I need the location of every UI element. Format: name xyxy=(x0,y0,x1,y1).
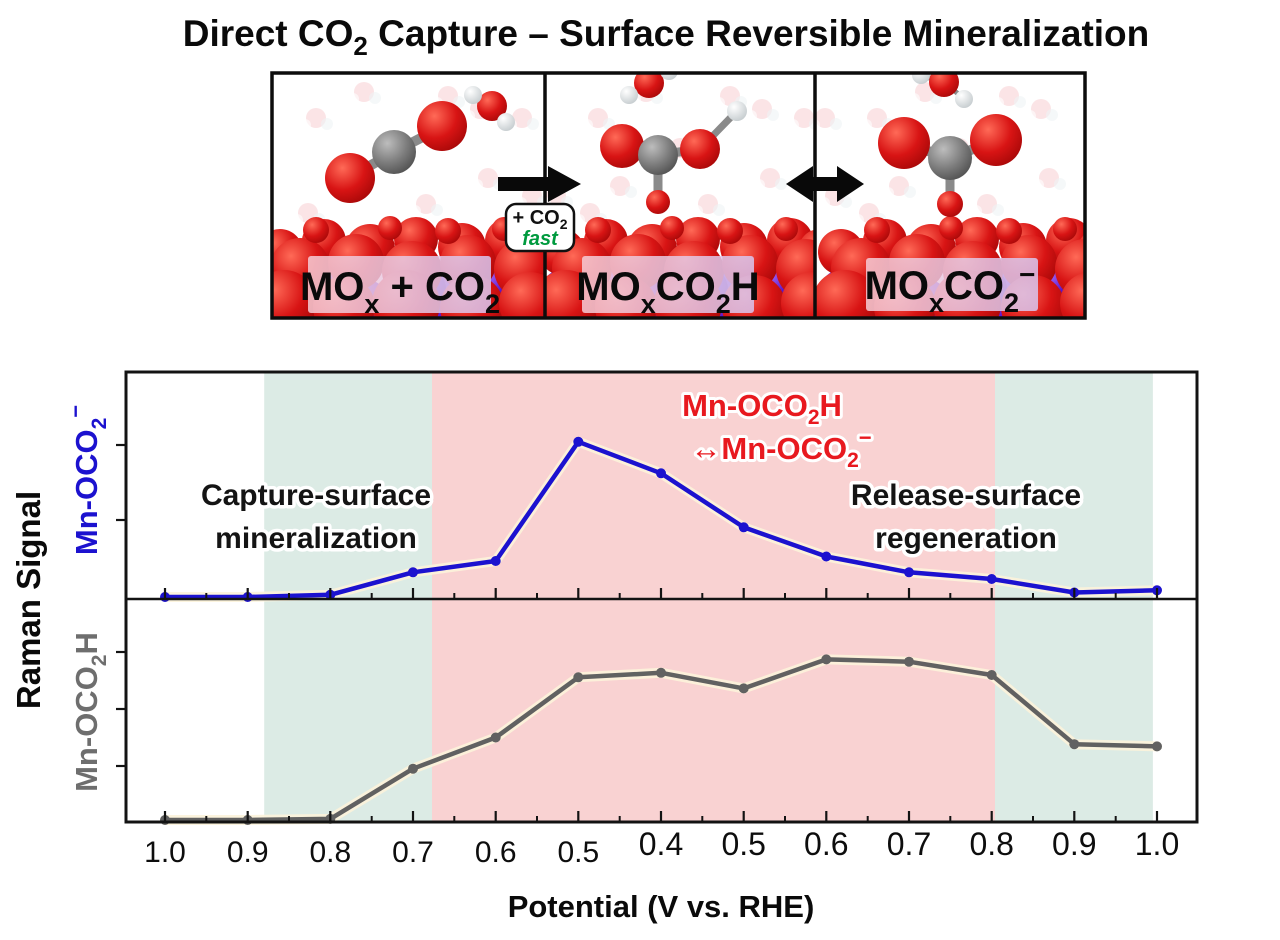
co2-molecule xyxy=(325,101,467,203)
potential-axis-label: Potential (V vs. RHE) xyxy=(508,889,815,924)
data-point-marker xyxy=(821,654,832,665)
equilibrium-annotation-line2: ↔Mn-OCO2− xyxy=(690,425,871,472)
release-annotation-line1: Release-surface xyxy=(851,479,1081,512)
data-point-marker xyxy=(904,656,914,667)
x-tick-label: 0.7 xyxy=(887,826,931,862)
chart-axes xyxy=(116,370,1199,824)
data-point-marker xyxy=(408,567,418,578)
carbonate-molecule xyxy=(878,114,1022,217)
forward-arrow-icon xyxy=(498,166,581,202)
data-point-marker xyxy=(738,683,749,694)
x-tick-label: 0.8 xyxy=(309,836,351,869)
data-point-marker xyxy=(986,574,997,584)
shaded-band xyxy=(432,373,995,821)
x-tick-label: 0.6 xyxy=(475,836,517,869)
x-tick-label: 0.7 xyxy=(392,836,434,869)
capture-annotation-line2: mineralization xyxy=(215,522,417,555)
capture-annotation-line1: Capture-surface xyxy=(201,479,431,512)
x-tick-label: 0.9 xyxy=(227,836,269,869)
scheme-border xyxy=(270,71,1087,320)
x-tick-label: 0.8 xyxy=(969,826,1013,862)
raman-signal-axis-label: Raman Signal xyxy=(10,491,47,709)
svg-text:MOxCO2H: MOxCO2H xyxy=(576,265,759,319)
release-annotation-line2: regeneration xyxy=(875,522,1057,555)
panel-2-label: MOxCO2H xyxy=(576,256,760,319)
data-point-marker xyxy=(656,667,666,678)
data-point-marker xyxy=(573,436,584,447)
data-point-marker xyxy=(821,551,832,562)
x-tick-label: 0.5 xyxy=(557,836,599,869)
equilibrium-annotation-line1: Mn-OCO2H xyxy=(682,388,842,429)
svg-text:MOx + CO2: MOx + CO2 xyxy=(300,265,500,319)
bicarbonate-molecule xyxy=(600,101,747,214)
panel-1-label: MOx + CO2 xyxy=(300,256,500,319)
background-bands xyxy=(264,373,1153,821)
raman-chart: 1.0 0.9 0.8 0.7 0.6 0.5 0.4 0.5 0.6 0.7 0.8 0.9 1.0 … xyxy=(10,370,1199,924)
x-tick-labels: 1.0 0.9 0.8 0.7 0.6 0.5 0.4 0.5 0.6 0.7 0.8 0.9 1.0 xyxy=(144,826,1179,869)
x-tick-label: 1.0 xyxy=(1135,826,1179,862)
water-molecule xyxy=(464,86,515,131)
molecular-scheme: + CO2 fast MOx + CO2 MOxCO2H MOxCO2− xyxy=(270,71,1087,320)
rate-fast-label: fast xyxy=(522,228,559,250)
data-point-marker xyxy=(986,670,997,680)
x-tick-label: 0.5 xyxy=(721,826,765,862)
rate-label-box: + CO2 fast xyxy=(504,202,576,253)
data-point-marker xyxy=(738,522,749,533)
data-point-marker xyxy=(573,672,584,683)
x-tick-label: 0.6 xyxy=(804,826,848,862)
data-point-marker xyxy=(490,556,501,566)
blue-series-axis-label: Mn-OCO2− xyxy=(63,405,111,555)
x-tick-label: 0.9 xyxy=(1052,826,1096,862)
x-tick-label: 0.4 xyxy=(639,826,683,862)
data-point-marker xyxy=(408,763,418,774)
data-point-marker xyxy=(1069,739,1080,750)
x-tick-label: 1.0 xyxy=(144,836,186,869)
panel-3-label: MOxCO2− xyxy=(865,258,1038,318)
equilibrium-arrow-icon xyxy=(786,166,864,202)
data-point-marker xyxy=(490,732,501,743)
svg-text:MOxCO2−: MOxCO2− xyxy=(865,259,1036,318)
data-point-marker xyxy=(1152,741,1162,752)
data-point-marker xyxy=(656,468,666,479)
rate-co2-label: + CO2 xyxy=(512,207,567,232)
water-molecule xyxy=(912,73,973,108)
figure-title: Direct CO2 Capture – Surface Reversible … xyxy=(183,13,1150,61)
gray-series-axis-label: Mn-OCO2H xyxy=(69,632,111,792)
data-point-marker xyxy=(904,567,914,578)
